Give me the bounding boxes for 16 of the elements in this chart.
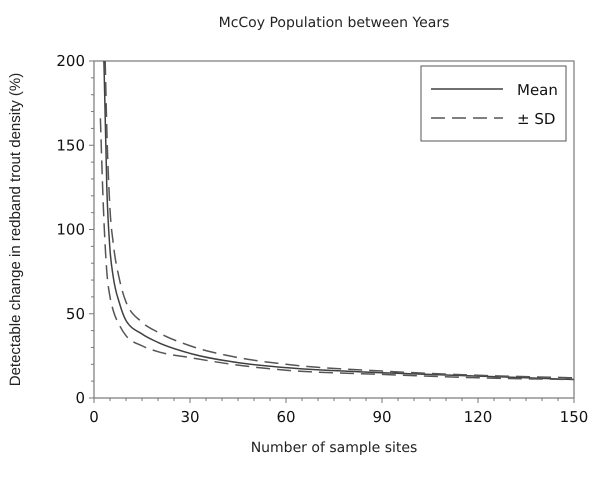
y-tick-label: 150 [56,136,85,154]
y-axis-title: Detectable change in redband trout density (%) [7,72,24,386]
legend-label: Mean [517,81,558,99]
x-tick-label: 30 [180,408,200,426]
y-tick-label: 0 [75,389,85,407]
legend-label: ± SD [517,110,556,128]
y-tick-label: 100 [56,220,85,238]
x-tick-label: 60 [276,408,296,426]
x-axis-title: Number of sample sites [250,440,418,456]
chart-title: McCoy Population between Years [218,15,450,31]
x-tick-label: 0 [89,408,99,426]
y-tick-label: 50 [66,304,85,323]
x-tick-label: 120 [464,408,492,426]
y-tick-label: 200 [56,52,85,70]
x-tick-label: 150 [560,408,588,426]
x-tick-label: 90 [372,408,392,426]
